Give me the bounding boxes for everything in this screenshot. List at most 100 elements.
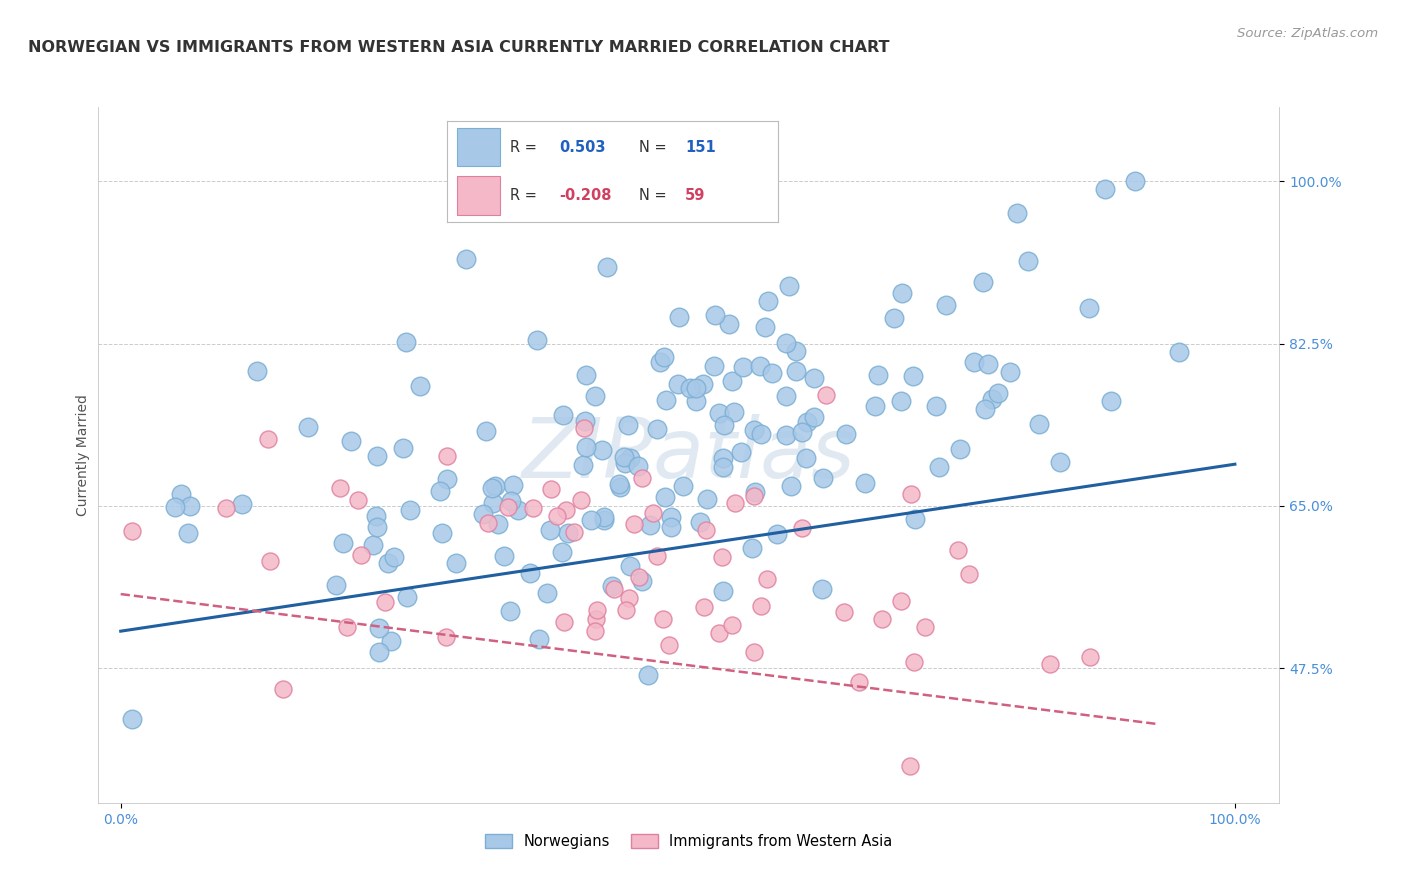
- Point: [1049, 455, 1071, 469]
- Point: [744, 489, 766, 503]
- Point: [778, 279, 800, 293]
- Point: [696, 491, 718, 506]
- Point: [744, 484, 766, 499]
- Point: [271, 682, 294, 697]
- Point: [814, 387, 837, 401]
- Point: [790, 521, 813, 535]
- Point: [645, 549, 668, 564]
- Point: [718, 318, 741, 332]
- Point: [494, 549, 516, 563]
- Point: [557, 525, 579, 540]
- Point: [347, 492, 370, 507]
- Point: [863, 400, 886, 414]
- Point: [603, 582, 626, 597]
- Point: [756, 293, 779, 308]
- Legend: Norwegians, Immigrants from Western Asia: Norwegians, Immigrants from Western Asia: [479, 828, 898, 855]
- Point: [928, 459, 950, 474]
- Point: [593, 513, 616, 527]
- Point: [972, 275, 994, 289]
- Point: [382, 550, 405, 565]
- Point: [256, 432, 278, 446]
- Point: [571, 492, 593, 507]
- Point: [496, 500, 519, 515]
- Point: [179, 499, 201, 513]
- Point: [796, 415, 818, 429]
- Point: [522, 500, 544, 515]
- Point: [666, 377, 689, 392]
- Point: [637, 668, 659, 682]
- Point: [575, 368, 598, 383]
- Point: [619, 451, 641, 466]
- Point: [486, 517, 509, 532]
- Point: [652, 350, 675, 364]
- Point: [536, 586, 558, 600]
- Point: [454, 252, 477, 267]
- Point: [790, 425, 813, 439]
- Point: [998, 365, 1021, 379]
- Point: [659, 520, 682, 534]
- Point: [593, 509, 616, 524]
- Point: [650, 355, 672, 369]
- Point: [721, 617, 744, 632]
- Point: [367, 645, 389, 659]
- Point: [595, 260, 617, 274]
- Point: [703, 359, 725, 374]
- Point: [811, 471, 834, 485]
- Point: [974, 402, 997, 417]
- Point: [914, 619, 936, 633]
- Point: [366, 450, 388, 464]
- Point: [1168, 344, 1191, 359]
- Point: [720, 374, 742, 388]
- Point: [553, 409, 575, 423]
- Point: [374, 595, 396, 609]
- Point: [529, 632, 551, 646]
- Point: [713, 418, 735, 433]
- Point: [756, 572, 779, 586]
- Point: [1099, 394, 1122, 409]
- Point: [695, 523, 717, 537]
- Point: [366, 519, 388, 533]
- Point: [742, 423, 765, 437]
- Point: [623, 517, 645, 532]
- Point: [553, 615, 575, 629]
- Point: [693, 599, 716, 614]
- Point: [575, 440, 598, 454]
- Point: [177, 526, 200, 541]
- Point: [900, 487, 922, 501]
- Point: [170, 487, 193, 501]
- Point: [617, 418, 640, 433]
- Point: [794, 451, 817, 466]
- Point: [471, 507, 494, 521]
- Y-axis label: Currently Married: Currently Married: [76, 394, 90, 516]
- Point: [481, 496, 503, 510]
- Point: [591, 443, 613, 458]
- Point: [655, 392, 678, 407]
- Point: [775, 336, 797, 351]
- Point: [870, 612, 893, 626]
- Point: [890, 594, 912, 608]
- Point: [434, 630, 457, 644]
- Point: [607, 477, 630, 491]
- Point: [1094, 182, 1116, 196]
- Point: [730, 445, 752, 459]
- Point: [946, 543, 969, 558]
- Point: [672, 479, 695, 493]
- Point: [744, 645, 766, 659]
- Point: [600, 579, 623, 593]
- Point: [775, 389, 797, 403]
- Point: [949, 442, 972, 456]
- Point: [679, 381, 702, 395]
- Point: [707, 626, 730, 640]
- Text: NORWEGIAN VS IMMIGRANTS FROM WESTERN ASIA CURRENTLY MARRIED CORRELATION CHART: NORWEGIAN VS IMMIGRANTS FROM WESTERN ASI…: [28, 40, 890, 55]
- Point: [652, 612, 675, 626]
- Point: [785, 364, 807, 378]
- Point: [803, 409, 825, 424]
- Point: [502, 478, 524, 492]
- Point: [1028, 417, 1050, 431]
- Point: [627, 570, 650, 584]
- Point: [436, 449, 458, 463]
- Point: [711, 549, 734, 564]
- Point: [484, 479, 506, 493]
- Point: [499, 493, 522, 508]
- Point: [866, 368, 889, 382]
